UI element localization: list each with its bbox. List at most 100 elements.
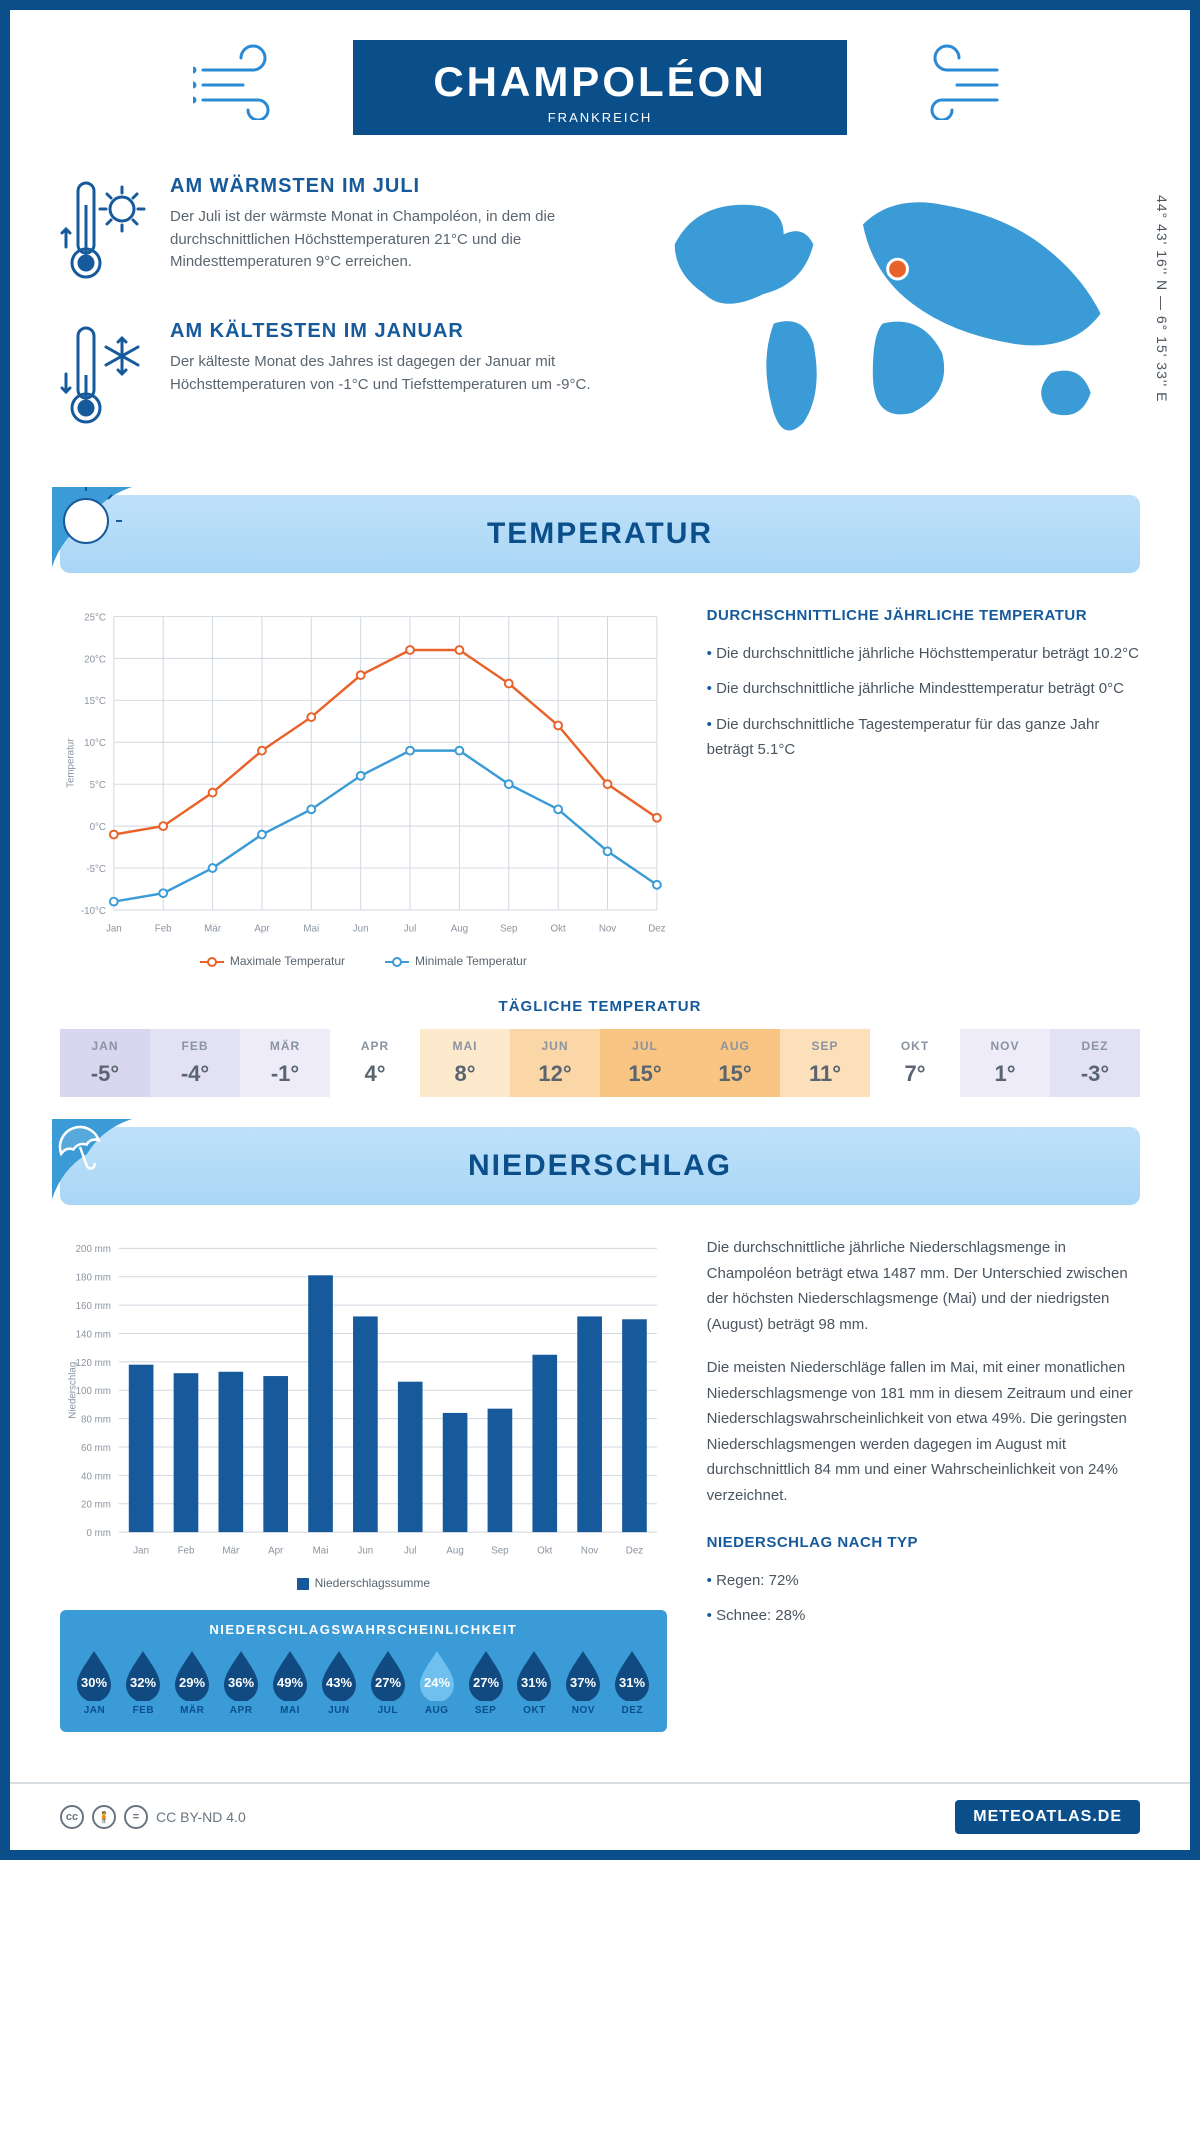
precip-type-heading: NIEDERSCHLAG NACH TYP xyxy=(707,1530,1140,1556)
svg-text:Jul: Jul xyxy=(404,924,416,935)
thermometer-snow-icon xyxy=(60,320,150,435)
brand-badge: METEOATLAS.DE xyxy=(955,1800,1140,1834)
temp-summary: DURCHSCHNITTLICHE JÄHRLICHE TEMPERATUR D… xyxy=(707,603,1140,968)
legend-precip: Niederschlagssumme xyxy=(297,1576,430,1590)
svg-text:Sep: Sep xyxy=(500,924,518,935)
by-icon: 🧍 xyxy=(92,1805,116,1829)
svg-text:5°C: 5°C xyxy=(90,780,106,791)
legend-max: Maximale Temperatur xyxy=(200,954,345,968)
svg-text:Mai: Mai xyxy=(303,924,319,935)
precip-type-list: Regen: 72% Schnee: 28% xyxy=(707,1568,1140,1629)
daily-temp-table: JAN-5°FEB-4°MÄR-1°APR4°MAI8°JUN12°JUL15°… xyxy=(60,1029,1140,1097)
svg-text:40 mm: 40 mm xyxy=(81,1471,111,1482)
svg-text:Okt: Okt xyxy=(537,1546,552,1557)
svg-text:20 mm: 20 mm xyxy=(81,1500,111,1511)
svg-text:140 mm: 140 mm xyxy=(76,1329,111,1340)
svg-text:Feb: Feb xyxy=(178,1546,195,1557)
daily-temp-cell: NOV1° xyxy=(960,1029,1050,1097)
content-wrap: CHAMPOLÉON FRANKREICH AM WÄRMSTEN IM JUL… xyxy=(10,10,1190,1752)
section-title: NIEDERSCHLAG xyxy=(468,1149,732,1182)
svg-text:Nov: Nov xyxy=(599,924,616,935)
svg-text:Feb: Feb xyxy=(155,924,172,935)
precip-left: 0 mm 20 mm 40 mm 60 mm 80 mm 100 mm 120 mm 140 … xyxy=(60,1235,667,1732)
svg-text:160 mm: 160 mm xyxy=(76,1301,111,1312)
intro-facts: AM WÄRMSTEN IM JULI Der Juli ist der wär… xyxy=(60,175,605,465)
footer: cc 🧍 = CC BY-ND 4.0 METEOATLAS.DE xyxy=(10,1782,1190,1850)
title-ribbon: CHAMPOLÉON FRANKREICH xyxy=(353,40,846,135)
temp-summary-list: Die durchschnittliche jährliche Höchstte… xyxy=(707,641,1140,763)
prob-drop: 30%JAN xyxy=(70,1649,119,1716)
svg-text:31%: 31% xyxy=(521,1675,547,1690)
svg-text:32%: 32% xyxy=(130,1675,156,1690)
precip-legend: Niederschlagssumme xyxy=(60,1576,667,1590)
daily-temp-cell: JAN-5° xyxy=(60,1029,150,1097)
temp-legend: Maximale Temperatur Minimale Temperatur xyxy=(60,954,667,968)
prob-drop: 31%DEZ xyxy=(608,1649,657,1716)
temp-bullet: Die durchschnittliche Tagestemperatur fü… xyxy=(707,712,1140,763)
svg-text:200 mm: 200 mm xyxy=(76,1244,111,1255)
fact-warm-body: Der Juli ist der wärmste Monat in Champo… xyxy=(170,206,605,274)
svg-text:80 mm: 80 mm xyxy=(81,1415,111,1426)
svg-text:29%: 29% xyxy=(179,1675,205,1690)
svg-text:Aug: Aug xyxy=(446,1546,463,1557)
svg-text:24%: 24% xyxy=(424,1675,450,1690)
svg-text:Jan: Jan xyxy=(133,1546,149,1557)
prob-drop: 37%NOV xyxy=(559,1649,608,1716)
fact-warm-title: AM WÄRMSTEN IM JULI xyxy=(170,175,605,198)
daily-temp-cell: SEP11° xyxy=(780,1029,870,1097)
svg-text:Jul: Jul xyxy=(404,1546,416,1557)
cc-icon: cc xyxy=(60,1805,84,1829)
svg-text:Jun: Jun xyxy=(357,1546,373,1557)
daily-temp-cell: OKT7° xyxy=(870,1029,960,1097)
svg-text:30%: 30% xyxy=(81,1675,107,1690)
svg-text:27%: 27% xyxy=(473,1675,499,1690)
svg-text:Apr: Apr xyxy=(268,1546,284,1557)
svg-text:Dez: Dez xyxy=(626,1546,643,1557)
prob-drop-row: 30%JAN32%FEB29%MÄR36%APR49%MAI43%JUN27%J… xyxy=(70,1649,657,1716)
precip-paragraph: Die durchschnittliche jährliche Niedersc… xyxy=(707,1235,1140,1337)
daily-temp-cell: APR4° xyxy=(330,1029,420,1097)
fact-cold-text: AM KÄLTESTEN IM JANUAR Der kälteste Mona… xyxy=(170,320,605,435)
intro-map: 44° 43' 16'' N — 6° 15' 33'' E xyxy=(645,175,1140,465)
section-heading-precipitation: NIEDERSCHLAG xyxy=(60,1127,1140,1205)
svg-text:Jan: Jan xyxy=(106,924,122,935)
sun-icon xyxy=(52,487,152,587)
fact-warm-text: AM WÄRMSTEN IM JULI Der Juli ist der wär… xyxy=(170,175,605,290)
thermometer-sun-icon xyxy=(60,175,150,290)
world-map-icon xyxy=(645,175,1140,452)
fact-cold-title: AM KÄLTESTEN IM JANUAR xyxy=(170,320,605,343)
prob-drop: 36%APR xyxy=(217,1649,266,1716)
prob-title: NIEDERSCHLAGSWAHRSCHEINLICHKEIT xyxy=(70,1622,657,1637)
license-label: CC BY-ND 4.0 xyxy=(156,1809,246,1825)
nd-icon: = xyxy=(124,1805,148,1829)
svg-text:27%: 27% xyxy=(375,1675,401,1690)
license: cc 🧍 = CC BY-ND 4.0 xyxy=(60,1805,246,1829)
wind-icon xyxy=(887,40,1007,125)
svg-text:36%: 36% xyxy=(228,1675,254,1690)
svg-text:15°C: 15°C xyxy=(84,696,106,707)
section-title: TEMPERATUR xyxy=(487,517,713,550)
precip-probability-panel: NIEDERSCHLAGSWAHRSCHEINLICHKEIT 30%JAN 32… xyxy=(60,1610,667,1732)
svg-text:Mär: Mär xyxy=(222,1546,240,1557)
svg-text:Aug: Aug xyxy=(451,924,468,935)
svg-text:25°C: 25°C xyxy=(84,612,106,623)
svg-text:37%: 37% xyxy=(570,1675,596,1690)
wind-icon xyxy=(193,40,313,125)
fact-warm: AM WÄRMSTEN IM JULI Der Juli ist der wär… xyxy=(60,175,605,290)
svg-text:60 mm: 60 mm xyxy=(81,1443,111,1454)
precip-row: 0 mm 20 mm 40 mm 60 mm 80 mm 100 mm 120 mm 140 … xyxy=(60,1235,1140,1732)
daily-temp-cell: FEB-4° xyxy=(150,1029,240,1097)
page: CHAMPOLÉON FRANKREICH AM WÄRMSTEN IM JUL… xyxy=(0,0,1200,1860)
svg-text:49%: 49% xyxy=(277,1675,303,1690)
precip-paragraph: Die meisten Niederschläge fallen im Mai,… xyxy=(707,1355,1140,1508)
daily-temp-cell: JUL15° xyxy=(600,1029,690,1097)
precip-text: Die durchschnittliche jährliche Niedersc… xyxy=(707,1235,1140,1732)
temp-bullet: Die durchschnittliche jährliche Höchstte… xyxy=(707,641,1140,667)
header: CHAMPOLÉON FRANKREICH xyxy=(60,40,1140,135)
daily-temp-cell: AUG15° xyxy=(690,1029,780,1097)
daily-temp-cell: JUN12° xyxy=(510,1029,600,1097)
svg-text:120 mm: 120 mm xyxy=(76,1358,111,1369)
svg-text:0 mm: 0 mm xyxy=(86,1528,110,1539)
svg-text:100 mm: 100 mm xyxy=(76,1386,111,1397)
svg-text:Sep: Sep xyxy=(491,1546,509,1557)
